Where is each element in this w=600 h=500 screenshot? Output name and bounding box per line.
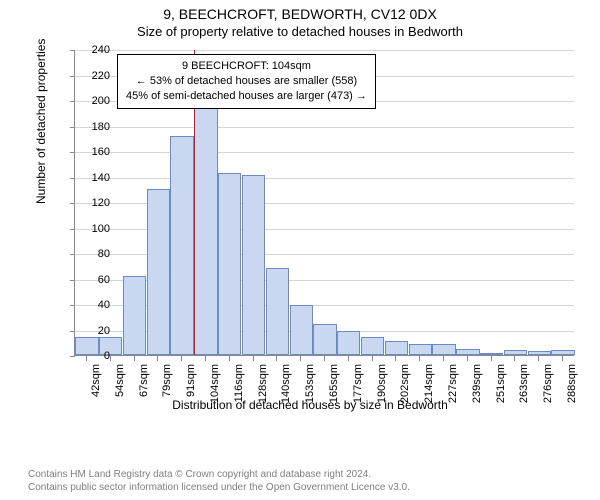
y-tick-label: 40 bbox=[80, 299, 110, 311]
histogram-bar bbox=[385, 341, 408, 355]
y-tick-mark bbox=[70, 356, 75, 357]
histogram-bar bbox=[480, 353, 503, 355]
x-tick-mark bbox=[253, 356, 254, 361]
y-tick-mark bbox=[70, 280, 75, 281]
y-tick-mark bbox=[70, 203, 75, 204]
y-tick-label: 180 bbox=[80, 121, 110, 133]
plot-area: 9 BEECHCROFT: 104sqm ← 53% of detached h… bbox=[74, 50, 574, 356]
x-tick-mark bbox=[229, 356, 230, 361]
y-tick-label: 120 bbox=[80, 197, 110, 209]
x-tick-mark bbox=[157, 356, 158, 361]
x-tick-mark bbox=[86, 356, 87, 361]
gridline bbox=[75, 178, 574, 179]
y-tick-label: 20 bbox=[80, 325, 110, 337]
x-tick-mark bbox=[419, 356, 420, 361]
y-tick-label: 200 bbox=[80, 95, 110, 107]
gridline bbox=[75, 127, 574, 128]
y-tick-mark bbox=[70, 229, 75, 230]
histogram-bar bbox=[290, 305, 313, 355]
page-title-address: 9, BEECHCROFT, BEDWORTH, CV12 0DX bbox=[0, 6, 600, 22]
histogram-bar bbox=[409, 344, 432, 355]
histogram-bar bbox=[313, 324, 336, 355]
histogram-bar bbox=[218, 173, 241, 355]
y-tick-label: 60 bbox=[80, 274, 110, 286]
y-tick-mark bbox=[70, 76, 75, 77]
x-tick-mark bbox=[110, 356, 111, 361]
footer-line1: Contains HM Land Registry data © Crown c… bbox=[28, 468, 410, 481]
histogram-bar bbox=[551, 350, 574, 355]
x-tick-mark bbox=[514, 356, 515, 361]
x-axis-label: Distribution of detached houses by size … bbox=[40, 398, 580, 412]
annotation-line3: 45% of semi-detached houses are larger (… bbox=[126, 89, 367, 104]
y-tick-mark bbox=[70, 50, 75, 51]
annotation-line2: ← 53% of detached houses are smaller (55… bbox=[126, 74, 367, 89]
x-tick-mark bbox=[348, 356, 349, 361]
y-tick-label: 0 bbox=[80, 350, 110, 362]
histogram-chart: Number of detached properties 9 BEECHCRO… bbox=[40, 44, 580, 414]
y-tick-label: 160 bbox=[80, 146, 110, 158]
x-tick-mark bbox=[134, 356, 135, 361]
histogram-bar bbox=[147, 189, 170, 355]
y-tick-mark bbox=[70, 101, 75, 102]
footer-line2: Contains public sector information licen… bbox=[28, 481, 410, 494]
x-tick-mark bbox=[491, 356, 492, 361]
y-tick-label: 140 bbox=[80, 172, 110, 184]
x-tick-mark bbox=[324, 356, 325, 361]
y-tick-label: 240 bbox=[80, 44, 110, 56]
histogram-bar bbox=[170, 136, 193, 355]
gridline bbox=[75, 152, 574, 153]
y-tick-mark bbox=[70, 305, 75, 306]
histogram-bar bbox=[456, 349, 479, 355]
histogram-bar bbox=[123, 276, 146, 355]
histogram-bar bbox=[337, 331, 360, 355]
footer-attribution: Contains HM Land Registry data © Crown c… bbox=[28, 468, 410, 494]
x-tick-mark bbox=[467, 356, 468, 361]
gridline bbox=[75, 50, 574, 51]
x-tick-mark bbox=[372, 356, 373, 361]
x-tick-mark bbox=[443, 356, 444, 361]
x-tick-mark bbox=[276, 356, 277, 361]
y-tick-label: 220 bbox=[80, 70, 110, 82]
y-tick-label: 100 bbox=[80, 223, 110, 235]
annotation-line1: 9 BEECHCROFT: 104sqm bbox=[126, 59, 367, 74]
histogram-bar bbox=[194, 104, 217, 355]
x-tick-mark bbox=[181, 356, 182, 361]
y-tick-mark bbox=[70, 254, 75, 255]
x-tick-mark bbox=[300, 356, 301, 361]
x-tick-mark bbox=[395, 356, 396, 361]
x-tick-mark bbox=[562, 356, 563, 361]
histogram-bar bbox=[242, 175, 265, 355]
page-title-subtitle: Size of property relative to detached ho… bbox=[0, 24, 600, 39]
annotation-box: 9 BEECHCROFT: 104sqm ← 53% of detached h… bbox=[117, 54, 376, 109]
x-tick-mark bbox=[205, 356, 206, 361]
histogram-bar bbox=[361, 337, 384, 355]
y-tick-mark bbox=[70, 331, 75, 332]
y-tick-mark bbox=[70, 152, 75, 153]
y-tick-label: 80 bbox=[80, 248, 110, 260]
histogram-bar bbox=[504, 350, 527, 355]
y-tick-mark bbox=[70, 127, 75, 128]
histogram-bar bbox=[528, 351, 551, 355]
y-axis-label: Number of detached properties bbox=[34, 39, 48, 204]
histogram-bar bbox=[266, 268, 289, 355]
histogram-bar bbox=[432, 344, 455, 355]
y-tick-mark bbox=[70, 178, 75, 179]
x-tick-mark bbox=[538, 356, 539, 361]
